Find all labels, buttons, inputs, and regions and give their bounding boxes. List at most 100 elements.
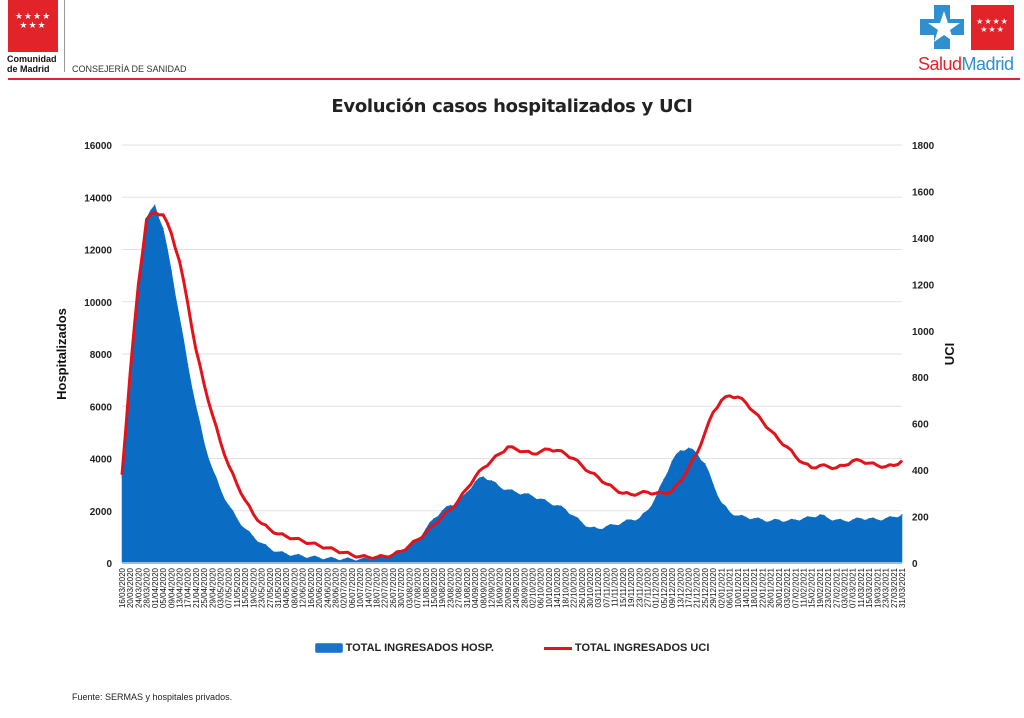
x-tick-label: 02/01/2021 — [717, 567, 726, 608]
x-tick-label: 27/11/2020 — [643, 567, 652, 607]
hosp-point — [375, 557, 378, 560]
uci-point — [531, 453, 534, 455]
x-tick-label: 13/12/2020 — [676, 567, 685, 608]
x-tick-label: 09/04/2020 — [167, 567, 176, 608]
uci-line-series — [120, 210, 904, 561]
x-tick-label: 31/08/2020 — [463, 567, 472, 608]
uci-point — [852, 460, 854, 462]
x-tick-label: 19/05/2020 — [249, 567, 258, 608]
y-axis-left-label: Hospitalizados — [54, 308, 69, 400]
uci-point — [655, 492, 657, 494]
x-tick-label: 08/06/2020 — [290, 567, 299, 608]
x-tick-label: 16/09/2020 — [496, 567, 505, 608]
x-tick-label: 29/12/2020 — [709, 567, 718, 608]
x-tick-label: 05/12/2020 — [660, 567, 669, 608]
y-axis-left-ticks: 0 2000 4000 6000 8000 10000 12000 14000 16000 — [84, 141, 112, 570]
hosp-point — [425, 528, 427, 530]
x-tick-label: 29/04/2020 — [208, 567, 217, 608]
x-tick-label: 27/02/2021 — [832, 567, 841, 608]
uci-point — [466, 488, 468, 490]
x-tick-label: 26/07/2020 — [389, 567, 398, 608]
uci-point — [753, 411, 755, 413]
hosp-point — [244, 528, 246, 530]
x-tick-label: 23/11/2020 — [635, 567, 644, 607]
chart-title: Evolución casos hospitalizados y UCI — [331, 96, 693, 117]
uci-point — [507, 446, 509, 448]
x-tick-label: 30/01/2021 — [775, 567, 784, 608]
hosp-point — [901, 514, 903, 516]
x-tick-label: 10/01/2021 — [734, 567, 743, 608]
y-axis-right-ticks: 0 200 400 600 800 1000 1200 1400 1600 1800 — [912, 141, 935, 570]
org-name: Comunidad de Madrid — [7, 54, 57, 74]
y-tick-left: 2000 — [90, 507, 113, 518]
x-tick-label: 13/04/2020 — [175, 567, 184, 608]
hosp-point — [359, 558, 361, 560]
uci-point — [540, 450, 542, 453]
hosp-point — [655, 497, 657, 499]
x-tick-label: 14/07/2020 — [364, 567, 373, 608]
uci-point — [146, 218, 148, 220]
hosp-point — [482, 476, 484, 478]
uci-point — [178, 260, 181, 262]
uci-point — [351, 554, 353, 556]
uci-point — [137, 283, 140, 285]
uci-point — [433, 524, 435, 526]
uci-point — [425, 532, 427, 534]
x-tick-label: 24/06/2020 — [323, 567, 332, 608]
hosp-point — [236, 517, 238, 520]
uci-point — [564, 453, 566, 455]
uci-point — [441, 515, 443, 518]
uci-point — [416, 539, 419, 541]
uci-point — [901, 460, 903, 462]
uci-point — [359, 555, 361, 558]
uci-point — [326, 547, 328, 549]
hosp-point — [589, 527, 591, 529]
x-tick-label: 07/02/2021 — [791, 567, 800, 608]
x-tick-label: 17/12/2020 — [685, 567, 694, 608]
flag-stars-icon: ★★★★ ★★★ — [976, 17, 1009, 34]
hosp-area-series — [121, 204, 903, 564]
x-tick-label: 15/03/2021 — [865, 567, 874, 608]
x-tick-label: 18/10/2020 — [561, 567, 570, 608]
hosp-point — [884, 517, 887, 520]
hosp-point — [137, 288, 140, 290]
uci-point — [646, 491, 649, 493]
y-tick-left: 12000 — [84, 246, 112, 257]
uci-point — [663, 492, 665, 494]
hosp-point — [786, 520, 788, 522]
y-tick-left: 16000 — [84, 141, 112, 152]
salud-madrid-flag: ★★★★ ★★★ — [971, 5, 1014, 50]
x-tick-label: 12/06/2020 — [299, 567, 308, 608]
x-tick-label: 02/07/2020 — [340, 567, 349, 608]
x-tick-label: 27/03/2021 — [890, 567, 899, 608]
hosp-point — [778, 519, 780, 521]
uci-point — [400, 550, 402, 552]
uci-point — [687, 467, 690, 469]
uci-point — [581, 464, 583, 467]
uci-point — [269, 528, 271, 530]
y-tick-right: 0 — [912, 559, 918, 570]
header-divider — [64, 0, 65, 72]
hosp-point — [679, 450, 681, 452]
x-tick-label: 11/05/2020 — [233, 567, 242, 607]
hosp-point — [868, 517, 870, 520]
uci-point — [219, 441, 222, 443]
hosp-point — [827, 517, 829, 520]
hosp-point — [154, 204, 156, 206]
uci-point — [786, 446, 788, 448]
uci-point — [293, 538, 296, 540]
x-tick-label: 25/12/2020 — [701, 567, 710, 608]
hosp-point — [515, 491, 517, 494]
x-tick-label: 24/03/2020 — [134, 567, 143, 608]
x-tick-label: 16/03/2020 — [118, 567, 127, 608]
hosp-point — [203, 442, 205, 444]
uci-point — [630, 493, 632, 496]
x-tick-label: 31/03/2021 — [898, 567, 907, 608]
hosp-point — [334, 558, 337, 560]
x-tick-label: 07/08/2020 — [414, 567, 423, 608]
x-tick-label: 01/04/2020 — [151, 567, 160, 608]
hosp-point — [811, 516, 813, 518]
x-tick-label: 27/08/2020 — [455, 567, 464, 608]
uci-point — [548, 448, 550, 450]
